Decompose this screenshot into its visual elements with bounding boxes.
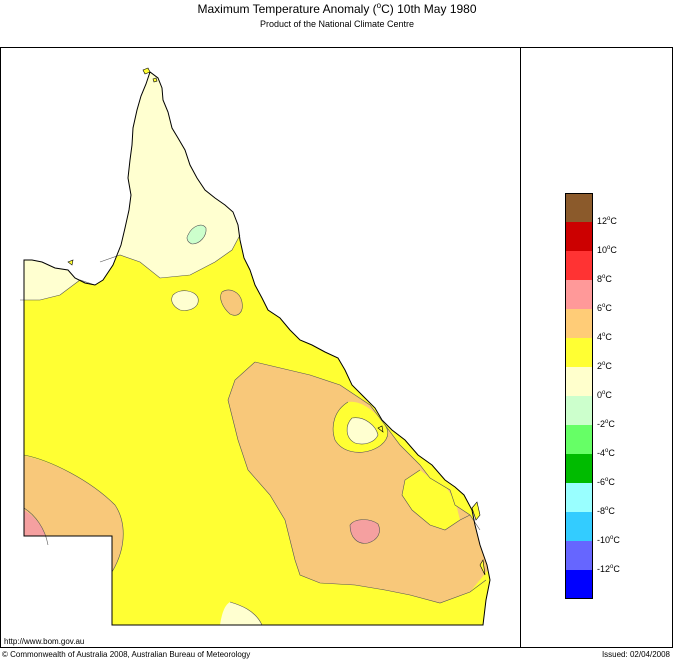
anomaly-0-2-small [171, 290, 199, 311]
legend-label: 6oC [597, 303, 612, 313]
anomaly-0-2-coastal [347, 417, 378, 445]
contour-lines [20, 224, 487, 626]
anomaly-2-4-coastal-pocket [402, 470, 460, 530]
copyright-notice: © Commonwealth of Australia 2008, Austra… [2, 650, 251, 659]
legend-label: 4oC [597, 332, 612, 342]
anomaly-4-6-small [220, 290, 243, 316]
legend-label: -10oC [597, 535, 620, 545]
map-title: Maximum Temperature Anomaly (oC) 10th Ma… [197, 1, 477, 16]
legend-label: -6oC [597, 477, 615, 487]
legend-label: 10oC [597, 245, 617, 255]
legend-swatch [565, 309, 593, 338]
legend-label: 2oC [597, 361, 612, 371]
queensland-coastline [23, 71, 491, 626]
anomaly-4-6-central [228, 362, 488, 603]
legend-label: 0oC [597, 390, 612, 400]
legend-swatch [565, 425, 593, 454]
legend-swatch [565, 338, 593, 367]
legend-label: 8oC [597, 274, 612, 284]
legend-swatch [565, 454, 593, 483]
offshore-islands [67, 67, 486, 576]
legend-label: -8oC [597, 506, 615, 516]
legend-label: -4oC [597, 448, 615, 458]
legend-swatch [565, 483, 593, 512]
legend-swatch [565, 512, 593, 541]
legend-swatch [565, 193, 593, 222]
source-url[interactable]: http://www.bom.gov.au [4, 637, 85, 646]
legend-swatch [565, 541, 593, 570]
anomaly-6-8-central [350, 519, 380, 544]
anomaly-0-2-south [220, 602, 262, 625]
legend-swatch [565, 280, 593, 309]
legend-swatch [565, 570, 593, 599]
color-legend [565, 193, 593, 599]
issued-date: Issued: 02/04/2008 [601, 650, 670, 659]
map-frame [0, 47, 673, 648]
legend-swatch [565, 396, 593, 425]
legend-swatch [565, 222, 593, 251]
map-subtitle: Product of the National Climate Centre [259, 19, 415, 29]
legend-label: -12oC [597, 564, 620, 574]
legend-divider [520, 47, 521, 648]
legend-swatch [565, 251, 593, 280]
anomaly-minus2-0-pocket [187, 225, 207, 244]
legend-label: 12oC [597, 216, 617, 226]
legend-swatch [565, 367, 593, 396]
legend-label: -2oC [597, 419, 615, 429]
